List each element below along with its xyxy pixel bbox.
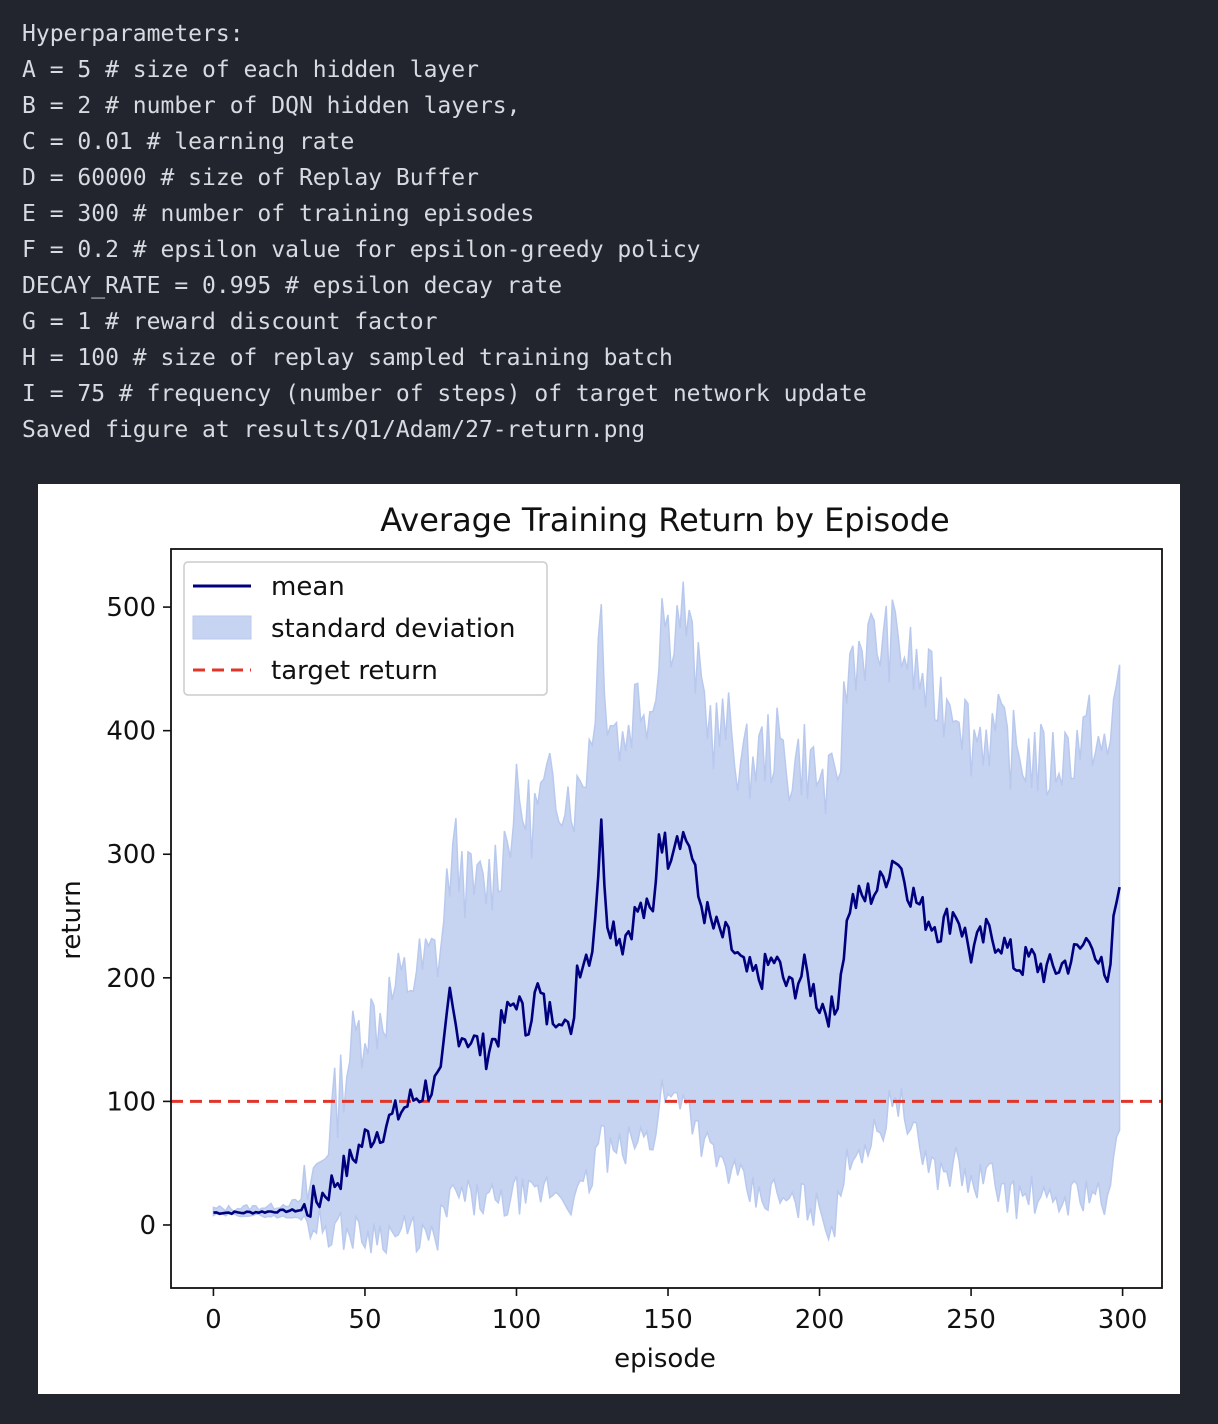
legend-mean-label: mean <box>271 572 345 602</box>
console-line: DECAY_RATE = 0.995 # epsilon decay rate <box>22 273 563 299</box>
console-line: C = 0.01 # learning rate <box>22 129 355 155</box>
chart-figure: Average Training Return by Episode 0 50 10… <box>38 484 1180 1394</box>
std-band-layer <box>212 581 1121 1255</box>
y-tick-label: 0 <box>139 1211 156 1241</box>
console-line: F = 0.2 # epsilon value for epsilon-gree… <box>22 237 701 263</box>
x-tick-label: 150 <box>643 1305 693 1335</box>
y-tick-label: 500 <box>106 593 156 623</box>
chart-title: Average Training Return by Episode <box>380 501 949 539</box>
console-line: D = 60000 # size of Replay Buffer <box>22 165 479 191</box>
x-tick-label: 0 <box>205 1305 222 1335</box>
legend-std-swatch <box>192 615 252 640</box>
mean-layer <box>213 818 1121 1218</box>
x-tick-label: 250 <box>946 1305 996 1335</box>
console-line: A = 5 # size of each hidden layer <box>22 57 479 83</box>
plot-frame <box>170 548 1163 1289</box>
x-axis-label: episode <box>614 1344 716 1374</box>
y-axis: 0 100 200 300 400 500 <box>106 593 171 1241</box>
y-tick-label: 400 <box>106 717 156 747</box>
mean-line <box>213 818 1121 1218</box>
console-line: E = 300 # number of training episodes <box>22 201 535 227</box>
y-tick-label: 200 <box>106 964 156 994</box>
chart-svg: Average Training Return by Episode 0 50 10… <box>57 501 1163 1374</box>
y-tick-label: 100 <box>106 1087 156 1117</box>
console-line: Saved figure at results/Q1/Adam/27-retur… <box>22 417 646 443</box>
console-line: Hyperparameters: <box>22 21 244 47</box>
legend-target-label: target return <box>271 656 438 686</box>
legend-std-label: standard deviation <box>271 614 515 644</box>
legend-box <box>183 561 548 696</box>
y-axis-label: return <box>57 880 87 960</box>
std-band <box>212 581 1121 1255</box>
x-tick-label: 300 <box>1098 1305 1148 1335</box>
x-axis: 0 50 100 150 200 250 300 <box>205 1288 1147 1335</box>
console-line: B = 2 # number of DQN hidden layers, <box>22 93 521 119</box>
x-tick-label: 100 <box>492 1305 542 1335</box>
x-tick-label: 50 <box>348 1305 381 1335</box>
y-tick-label: 300 <box>106 840 156 870</box>
legend: mean standard deviation target return <box>183 561 548 696</box>
console-line: G = 1 # reward discount factor <box>22 309 438 335</box>
x-tick-label: 200 <box>795 1305 845 1335</box>
console-output: Hyperparameters: A = 5 # size of each hid… <box>22 16 867 448</box>
console-line: H = 100 # size of replay sampled trainin… <box>22 345 673 371</box>
console-line: I = 75 # frequency (number of steps) of … <box>22 381 867 407</box>
